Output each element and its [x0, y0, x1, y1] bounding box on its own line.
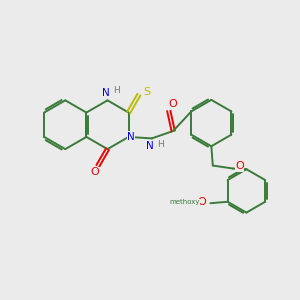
Text: O: O — [91, 167, 99, 177]
Text: N: N — [102, 88, 110, 98]
Text: N: N — [146, 141, 154, 151]
Text: N: N — [127, 132, 135, 142]
Text: methoxy: methoxy — [169, 199, 200, 205]
Text: H: H — [157, 140, 164, 149]
Text: O: O — [168, 99, 177, 109]
Text: O: O — [235, 161, 244, 171]
Text: S: S — [143, 87, 150, 97]
Text: O: O — [198, 197, 206, 207]
Text: H: H — [113, 86, 120, 95]
